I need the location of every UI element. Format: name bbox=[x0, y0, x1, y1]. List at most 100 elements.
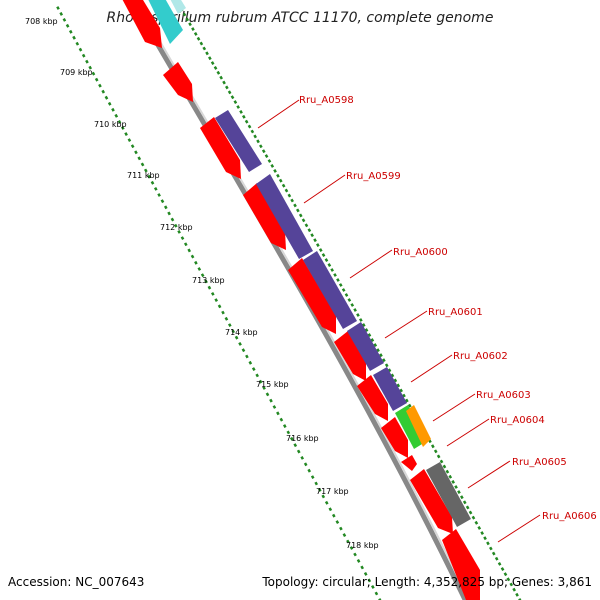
ruler-dot bbox=[399, 388, 403, 393]
ruler-dot bbox=[324, 258, 329, 263]
ruler-dot bbox=[98, 83, 102, 88]
kbp-label: 710 kbp bbox=[94, 120, 127, 129]
ruler-dot bbox=[360, 565, 364, 570]
ruler-dot bbox=[56, 6, 60, 10]
ruler-dot bbox=[250, 129, 255, 134]
cds-arrow[interactable] bbox=[381, 417, 408, 458]
gene-label-rru-a0606[interactable]: Rru_A0606 bbox=[542, 511, 597, 522]
ruler-dot bbox=[307, 468, 312, 473]
cds-arrow[interactable] bbox=[334, 331, 366, 381]
ruler-dot bbox=[262, 386, 266, 390]
gene-label-rru-a0600[interactable]: Rru_A0600 bbox=[393, 247, 448, 258]
protein-bar[interactable] bbox=[256, 174, 313, 259]
ruler-dot bbox=[282, 424, 287, 428]
ruler-dot bbox=[270, 163, 275, 168]
cds-arrow[interactable] bbox=[442, 529, 480, 600]
ruler-dot bbox=[310, 475, 315, 479]
ruler-dot bbox=[407, 403, 412, 408]
ruler-dot bbox=[205, 51, 209, 56]
gene-label-rru-a0602[interactable]: Rru_A0602 bbox=[453, 351, 508, 362]
protein-bar[interactable] bbox=[373, 367, 407, 411]
ruler-dot bbox=[509, 582, 514, 587]
cyan-feature[interactable] bbox=[146, 0, 183, 44]
ruler-dot bbox=[65, 23, 70, 28]
ruler-dot bbox=[236, 105, 240, 109]
ruler-dot bbox=[289, 436, 294, 441]
ruler-dot bbox=[91, 71, 96, 76]
ruler-dot bbox=[497, 562, 502, 566]
ruler-dot bbox=[62, 18, 67, 22]
ruler-dot bbox=[134, 150, 138, 155]
ruler-dot bbox=[234, 335, 239, 340]
gene-label-rru-a0605[interactable]: Rru_A0605 bbox=[512, 457, 567, 468]
cds-arrow[interactable] bbox=[401, 455, 417, 471]
ruler-dot bbox=[491, 551, 496, 556]
gene-label-rru-a0599[interactable]: Rru_A0599 bbox=[346, 171, 401, 182]
cds-arrow[interactable] bbox=[288, 258, 336, 334]
ruler-dot bbox=[117, 120, 122, 124]
gene-label-rru-a0603[interactable]: Rru_A0603 bbox=[476, 390, 531, 401]
ruler-dot bbox=[353, 552, 357, 557]
ruler-dot bbox=[204, 279, 208, 284]
ruler-dot bbox=[483, 536, 487, 541]
ruler-dot bbox=[378, 598, 382, 600]
ruler-dot bbox=[307, 228, 312, 233]
cds-arrow[interactable] bbox=[357, 375, 388, 421]
ruler-dot bbox=[512, 587, 516, 592]
orange-feature[interactable] bbox=[406, 405, 431, 447]
ruler-dot bbox=[494, 556, 499, 561]
gene-label-rru-a0604[interactable]: Rru_A0604 bbox=[490, 415, 545, 426]
ruler-dot bbox=[231, 329, 236, 334]
ruler-dot bbox=[150, 180, 155, 185]
ruler-dot bbox=[465, 505, 470, 510]
gene-label-rru-a0598[interactable]: Rru_A0598 bbox=[299, 95, 354, 106]
cds-arrow[interactable] bbox=[200, 117, 241, 179]
ruler-dot bbox=[267, 159, 272, 163]
kbp-ruler-outer bbox=[174, 0, 522, 600]
cds-arrow[interactable] bbox=[163, 62, 193, 102]
ruler-dot bbox=[363, 572, 368, 576]
kbp-label: 709 kbp bbox=[60, 68, 93, 77]
gene-label-rru-a0601[interactable]: Rru_A0601 bbox=[428, 307, 483, 318]
ruler-dot bbox=[259, 144, 263, 149]
ruler-dot bbox=[94, 77, 99, 82]
ruler-dot bbox=[107, 101, 112, 106]
ruler-dot bbox=[202, 46, 207, 51]
ruler-dot bbox=[290, 198, 294, 203]
kbp-label: 717 kbp bbox=[316, 487, 349, 496]
ruler-dot bbox=[147, 174, 151, 179]
ruler-dot bbox=[85, 59, 89, 64]
kbp-labels: 708 kbp 709 kbp 710 kbp 711 kbp 712 kbp … bbox=[25, 17, 379, 550]
ruler-dot bbox=[127, 138, 132, 142]
ruler-dot bbox=[327, 263, 332, 268]
cds-arrow[interactable] bbox=[120, 0, 162, 48]
ruler-dot bbox=[350, 303, 355, 307]
ruler-dot bbox=[153, 187, 158, 191]
ruler-dot bbox=[474, 520, 479, 525]
ruler-dot bbox=[468, 510, 473, 515]
ruler-dot bbox=[342, 533, 347, 537]
protein-bar[interactable] bbox=[347, 322, 384, 371]
ruler-dot bbox=[160, 199, 165, 204]
ruler-dot bbox=[88, 65, 93, 70]
ruler-dot bbox=[330, 268, 334, 272]
ruler-dot bbox=[367, 333, 372, 338]
ruler-dot bbox=[273, 168, 277, 173]
protein-bar[interactable] bbox=[303, 251, 357, 329]
genome-summary-text: Topology: circular; Length: 4,352,825 bp… bbox=[261, 575, 592, 589]
cds-arrow[interactable] bbox=[243, 183, 286, 250]
ruler-dot bbox=[219, 75, 223, 80]
ruler-dot bbox=[111, 107, 115, 112]
ruler-dot bbox=[284, 188, 289, 193]
ruler-dot bbox=[293, 443, 298, 448]
ruler-dot bbox=[506, 577, 511, 582]
ruler-dot bbox=[382, 358, 386, 363]
ruler-dot bbox=[316, 243, 320, 248]
protein-bar[interactable] bbox=[215, 110, 262, 172]
ruler-dot bbox=[244, 119, 249, 124]
gray-feature[interactable] bbox=[426, 462, 471, 527]
ruler-dot bbox=[390, 373, 395, 378]
ruler-dot bbox=[227, 90, 232, 95]
cds-arrow[interactable] bbox=[410, 469, 453, 534]
